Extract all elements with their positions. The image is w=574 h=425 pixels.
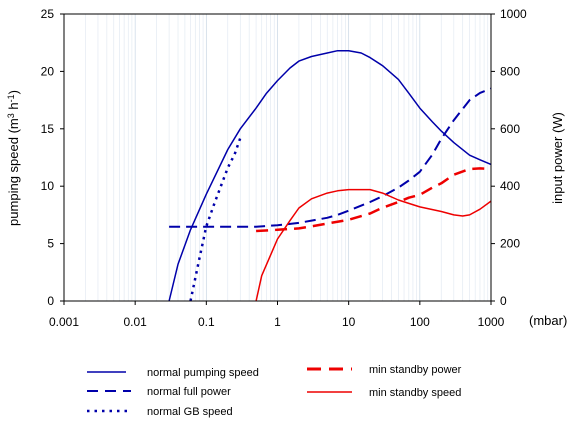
x-tick-label: 0.01 xyxy=(123,315,147,329)
x-axis-ticks: 0.001 0.01 0.1 1 10 100 1000 xyxy=(49,301,505,329)
y-left-tick-label: 15 xyxy=(41,122,55,136)
legend-label-min-standby-speed: min standby speed xyxy=(369,387,461,399)
x-tick-label: 0.1 xyxy=(198,315,215,329)
y-left-label-main: pumping speed (m xyxy=(6,118,21,226)
y-left-tick-label: 10 xyxy=(41,179,55,193)
y-left-label-mid: h xyxy=(6,102,21,113)
series-normal-gb-speed xyxy=(189,137,242,302)
x-tick-label: 10 xyxy=(342,315,356,329)
y-left-tick-label: 0 xyxy=(47,294,54,308)
legend-label-normal-pumping-speed: normal pumping speed xyxy=(147,367,259,379)
series-min-standby-speed xyxy=(255,188,492,302)
x-tick-label: 0.001 xyxy=(49,315,79,329)
x-tick-label: 100 xyxy=(410,315,430,329)
x-axis-label: (mbar) xyxy=(529,313,567,328)
series-layer xyxy=(168,49,492,302)
y-left-label-sup1: 3 xyxy=(6,113,16,118)
y-left-tick-label: 5 xyxy=(47,237,54,251)
y-right-tick-label: 600 xyxy=(500,122,520,136)
y-right-tick-label: 1000 xyxy=(500,7,527,21)
y-right-tick-label: 400 xyxy=(500,179,520,193)
series-min-standby-power xyxy=(256,167,492,233)
series-normal-pumping-speed xyxy=(168,49,492,302)
x-tick-label: 1 xyxy=(274,315,281,329)
y-right-tick-label: 0 xyxy=(500,294,507,308)
y-right-axis-label: input power (W) xyxy=(550,112,565,204)
y-right-tick-label: 200 xyxy=(500,237,520,251)
legend-label-min-standby-power: min standby power xyxy=(369,364,462,376)
y-left-axis-ticks: 0 5 10 15 20 25 xyxy=(41,7,64,308)
series-normal-full-power xyxy=(169,87,492,228)
legend: normal pumping speed normal full power n… xyxy=(87,364,462,418)
legend-label-normal-full-power: normal full power xyxy=(147,386,231,398)
y-right-tick-label: 800 xyxy=(500,64,520,78)
y-left-tick-label: 20 xyxy=(41,64,55,78)
y-left-label-sup2: -1 xyxy=(6,94,16,102)
y-right-axis-ticks: 0 200 400 600 800 1000 xyxy=(491,7,527,308)
legend-label-normal-gb-speed: normal GB speed xyxy=(147,406,233,418)
x-tick-label: 1000 xyxy=(478,315,505,329)
y-left-axis-label: pumping speed (m3 h-1) xyxy=(6,90,21,226)
y-left-label-end: ) xyxy=(6,90,21,94)
y-left-tick-label: 25 xyxy=(41,7,55,21)
grid xyxy=(63,14,489,301)
